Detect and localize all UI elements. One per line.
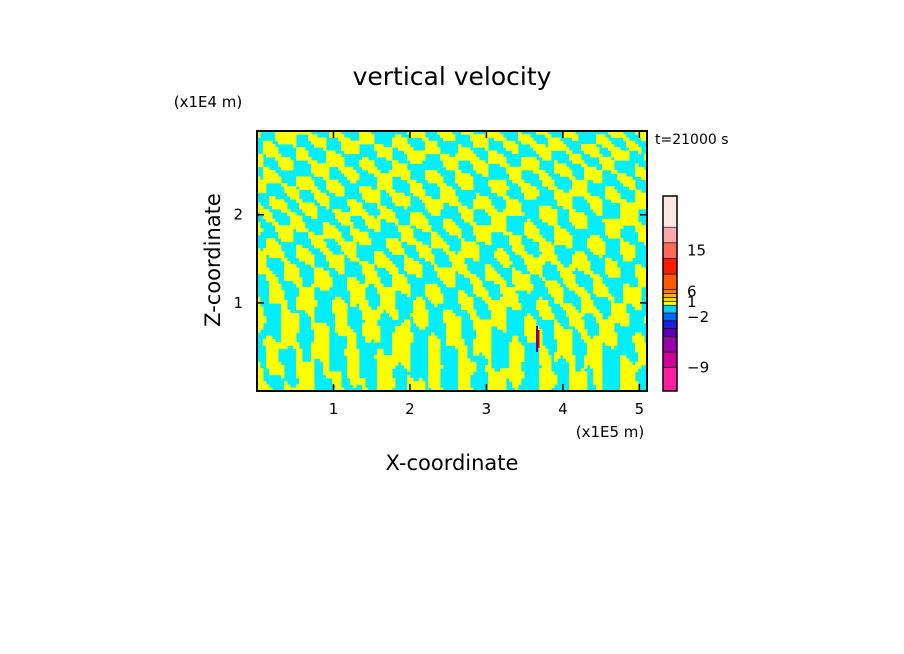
x-tick-label: 4 [558,400,568,418]
colorbar-label: 1 [687,293,697,311]
strong-downdraft-core [536,326,538,352]
chart-title: vertical velocity [353,62,552,91]
x-tick-label: 2 [405,400,415,418]
positive-velocity-regions [257,131,647,391]
colorbar-label: 15 [687,242,706,260]
axes: 1 2 3 4 5 1 2 [233,130,648,418]
colorbar-band [662,273,678,290]
x-axis-label: X-coordinate [386,451,519,475]
colorbar-band [662,289,678,294]
colorbar-band [662,328,678,337]
colorbar-frame [662,195,678,392]
y-tick-label: 1 [233,294,243,312]
colorbar-label: −2 [687,308,709,326]
colorbar-band [662,242,678,259]
x-tick-label: 5 [635,400,645,418]
colorbar-band [662,312,678,322]
x-tick-label: 3 [482,400,492,418]
colorbar-band [662,226,678,244]
y-axis-label: Z-coordinate [201,193,225,327]
colorbar-band [662,297,678,302]
colorbar-band [662,195,678,228]
colorbar-band [662,351,678,368]
colorbar-band [662,304,678,314]
y-tick-label: 2 [233,206,243,224]
colorbar-band [662,367,678,392]
y-unit-label: (x1E4 m) [174,93,243,111]
time-label: t=21000 s [655,132,729,148]
colorbar-band [662,293,678,298]
plot-frame [256,130,648,392]
colorbar-band [662,300,678,306]
colorbar-label: −9 [687,359,709,377]
colorbar-band [662,336,678,353]
strong-updraft-core [538,330,540,348]
colorbar-band [662,320,678,329]
x-unit-label: (x1E5 m) [576,423,645,441]
colorbar-band [662,258,678,275]
colorbar: 15 61−2 −9 [662,195,709,392]
plot-area [257,131,647,391]
x-tick-label: 1 [329,400,339,418]
colorbar-label: 6 [687,283,697,301]
